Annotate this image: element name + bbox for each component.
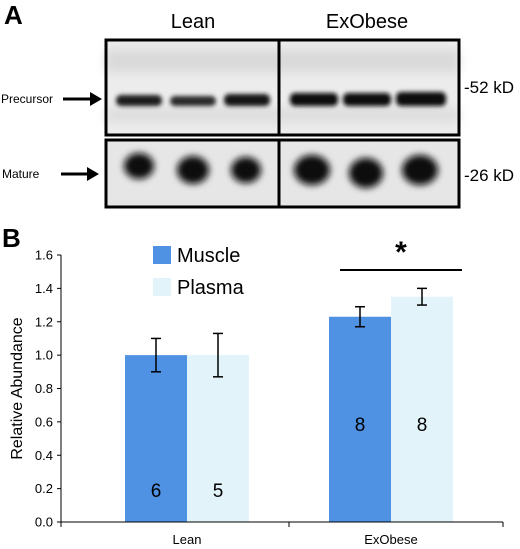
precursor-blot [104,38,461,137]
y-tick-label: 0.2 [35,481,53,496]
mature-band-exobese-3 [402,155,438,185]
group-label-exobese: ExObese [326,11,408,33]
precursor-bands [116,92,446,106]
y-tick-label: 1.4 [35,281,53,296]
group-label-lean: Lean [171,11,216,33]
x-tick-label-exobese: ExObese [364,532,417,547]
bar-muscle-lean [125,355,187,522]
significance-annotation: * [340,236,462,271]
error-bars [151,287,427,378]
mature-band-lean-2 [177,156,209,184]
panel-a-western-blot: A Lean ExObese [1,0,514,209]
legend-label-muscle: Muscle [177,245,240,267]
mature-blot [104,138,461,209]
mature-arrow-icon [61,167,99,181]
mature-bands [124,153,438,188]
error-bar-plasma-exobese [417,287,427,306]
legend-swatch-plasma [153,278,171,296]
mature-label: Mature [2,167,40,181]
legend-swatch-muscle [153,246,171,264]
precursor-label: Precursor [1,92,53,106]
n-label-muscle-lean: 6 [151,481,162,502]
panel-a-letter: A [4,0,23,30]
mature-band-lean-3 [231,157,261,183]
legend-label-plasma: Plasma [177,277,245,299]
n-label-muscle-exobese: 8 [355,415,366,436]
weight-label-precursor: -52 kD [464,78,514,97]
precursor-band-exobese-1 [290,93,338,106]
n-label-plasma-lean: 5 [213,481,224,502]
y-tick-label: 1.0 [35,348,53,363]
legend: Muscle Plasma [153,245,245,299]
error-bar-plasma-lean [213,332,223,378]
bar-muscle-exobese [329,316,391,522]
precursor-band-exobese-3 [396,92,446,106]
y-tick-label: 0.6 [35,414,53,429]
mature-band-exobese-2 [349,158,383,188]
bars [125,296,453,522]
mature-band-exobese-1 [294,155,330,185]
mature-band-lean-1 [124,153,154,179]
error-bar-muscle-lean [151,337,161,373]
y-tick-label: 0.4 [35,448,53,463]
y-axis-title: Relative Abundance [9,317,26,459]
bar-plasma-lean [187,355,249,522]
bar-plasma-exobese [391,296,453,522]
error-bar-muscle-exobese [355,305,365,328]
panel-b-letter: B [2,223,21,253]
y-tick-label: 1.6 [35,248,53,263]
n-label-plasma-exobese: 8 [417,415,428,436]
y-tick-label: 1.2 [35,314,53,329]
y-tick-label: 0.8 [35,381,53,396]
x-tick-label-lean: Lean [173,532,202,547]
precursor-band-lean-2 [170,96,216,106]
precursor-band-exobese-2 [343,93,391,106]
precursor-band-lean-3 [224,94,270,106]
sample-size-labels: 6 5 8 8 [151,415,428,502]
y-tick-label: 0.0 [35,515,53,530]
panel-b-bar-chart: B Relative Abundance 6 5 8 8 Lean ExObese 0.0… [2,223,504,547]
significance-star: * [395,236,407,269]
axes: Lean ExObese 0.0 0.2 0.4 0.6 0.8 1.0 1.2 1.4 1.6 [35,248,504,547]
precursor-band-lean-1 [116,95,162,106]
weight-label-mature: -26 kD [464,166,514,185]
precursor-arrow-icon [63,92,102,106]
